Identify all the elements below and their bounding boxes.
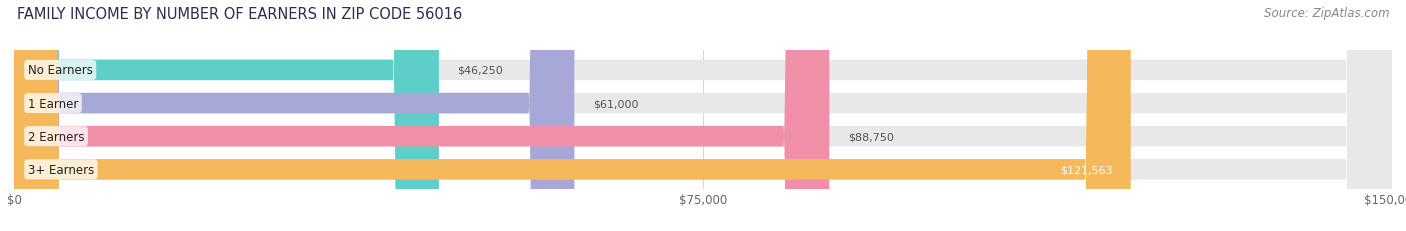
Text: 2 Earners: 2 Earners bbox=[28, 130, 84, 143]
FancyBboxPatch shape bbox=[14, 0, 439, 231]
Text: $46,250: $46,250 bbox=[457, 66, 503, 76]
Text: 1 Earner: 1 Earner bbox=[28, 97, 79, 110]
Text: No Earners: No Earners bbox=[28, 64, 93, 77]
FancyBboxPatch shape bbox=[14, 0, 1392, 231]
FancyBboxPatch shape bbox=[14, 0, 575, 231]
FancyBboxPatch shape bbox=[14, 0, 830, 231]
Text: Source: ZipAtlas.com: Source: ZipAtlas.com bbox=[1264, 7, 1389, 20]
Text: 3+ Earners: 3+ Earners bbox=[28, 163, 94, 176]
Text: $88,750: $88,750 bbox=[848, 132, 894, 142]
FancyBboxPatch shape bbox=[14, 0, 1130, 231]
Text: $121,563: $121,563 bbox=[1060, 165, 1112, 175]
FancyBboxPatch shape bbox=[14, 0, 1392, 231]
FancyBboxPatch shape bbox=[14, 0, 1392, 231]
Text: $61,000: $61,000 bbox=[593, 99, 638, 109]
Text: FAMILY INCOME BY NUMBER OF EARNERS IN ZIP CODE 56016: FAMILY INCOME BY NUMBER OF EARNERS IN ZI… bbox=[17, 7, 463, 22]
FancyBboxPatch shape bbox=[14, 0, 1392, 231]
